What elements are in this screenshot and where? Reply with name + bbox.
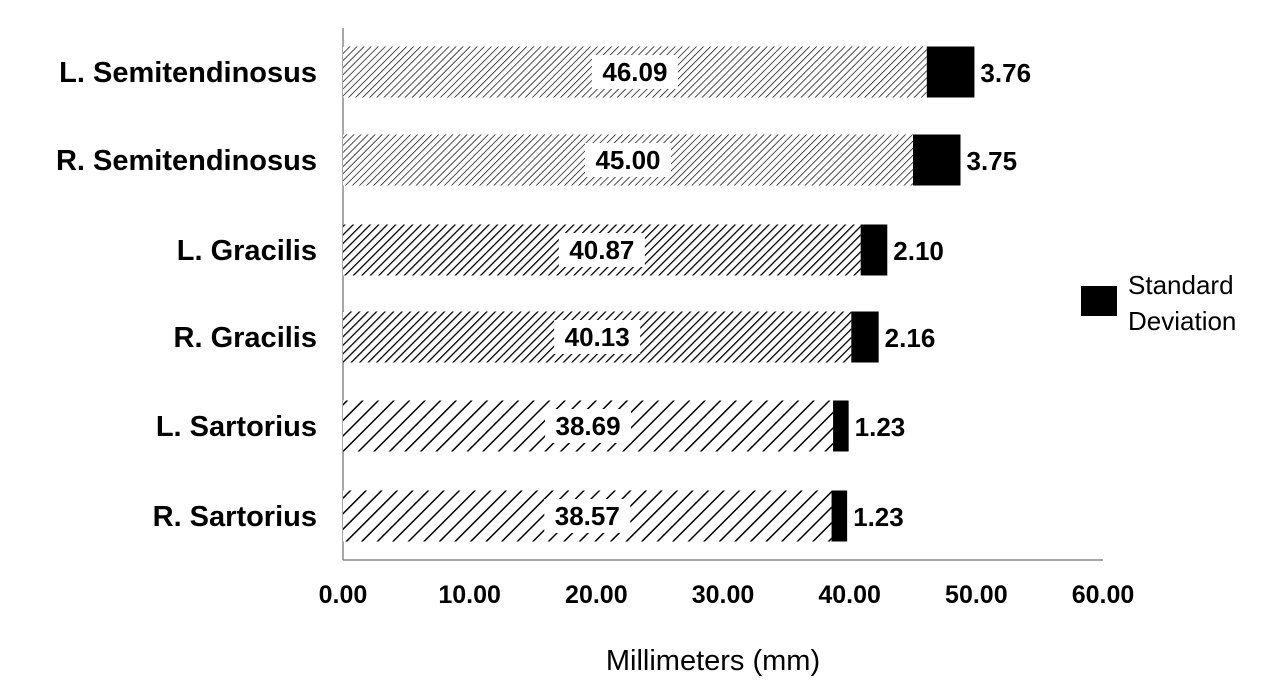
mean-label-background bbox=[558, 233, 645, 267]
x-tick-label: 20.00 bbox=[565, 581, 628, 609]
category-label: L. Semitendinosus bbox=[59, 57, 317, 89]
category-label: R. Semitendinosus bbox=[56, 145, 317, 177]
sd-value-label: 2.16 bbox=[885, 323, 936, 353]
sd-value-label: 1.23 bbox=[855, 412, 906, 442]
mean-label-background bbox=[591, 55, 678, 89]
category-label: L. Gracilis bbox=[177, 235, 317, 267]
mean-label-background bbox=[585, 143, 671, 177]
mean-value-label: 46.09 bbox=[602, 57, 667, 87]
bar-standard-deviation bbox=[860, 224, 888, 276]
category-label: R. Sartorius bbox=[153, 501, 317, 533]
x-tick-label: 0.00 bbox=[319, 581, 368, 609]
x-tick-label: 10.00 bbox=[438, 581, 501, 609]
legend-label-line-2: Deviation bbox=[1128, 306, 1236, 336]
legend-swatch-standard-deviation bbox=[1081, 286, 1117, 316]
legend: Standard Deviation bbox=[1081, 270, 1236, 336]
bar-standard-deviation bbox=[851, 311, 879, 363]
bar-standard-deviation bbox=[926, 46, 975, 98]
mean-value-label: 45.00 bbox=[595, 145, 660, 175]
x-tick-label: 50.00 bbox=[945, 581, 1008, 609]
legend-label-line-1: Standard bbox=[1128, 270, 1234, 300]
mean-value-label: 38.69 bbox=[555, 411, 620, 441]
bar-standard-deviation bbox=[831, 490, 848, 542]
mean-value-label: 40.87 bbox=[569, 235, 634, 265]
x-tick-label: 30.00 bbox=[692, 581, 755, 609]
plot-area bbox=[342, 28, 1103, 561]
x-tick-labels: 0.00 10.00 20.00 30.00 40.00 50.00 60.00 bbox=[319, 581, 1135, 609]
category-label: L. Sartorius bbox=[156, 411, 317, 443]
mean-label-background bbox=[545, 409, 632, 443]
mean-label-background bbox=[544, 499, 631, 533]
category-label: R. Gracilis bbox=[174, 322, 317, 354]
sd-value-label: 3.75 bbox=[967, 146, 1018, 176]
x-axis-title: Millimeters (mm) bbox=[606, 645, 820, 677]
x-tick-label: 40.00 bbox=[818, 581, 881, 609]
mean-label-background bbox=[554, 320, 641, 354]
bar-standard-deviation bbox=[913, 134, 961, 186]
bar-standard-deviation bbox=[833, 400, 849, 452]
category-labels: L. Semitendinosus R. Semitendinosus L. Gra… bbox=[56, 57, 317, 533]
mean-value-label: 38.57 bbox=[555, 501, 620, 531]
sd-value-label: 2.10 bbox=[893, 236, 944, 266]
sd-value-label: 3.76 bbox=[980, 58, 1031, 88]
mean-value-label: 40.13 bbox=[565, 322, 630, 352]
bars-group: 46.09 3.76 45.00 3.75 40.87 2.10 40.13 2.16 38.6… bbox=[343, 46, 1031, 542]
x-tick-label: 60.00 bbox=[1072, 581, 1135, 609]
sd-value-label: 1.23 bbox=[853, 502, 904, 532]
